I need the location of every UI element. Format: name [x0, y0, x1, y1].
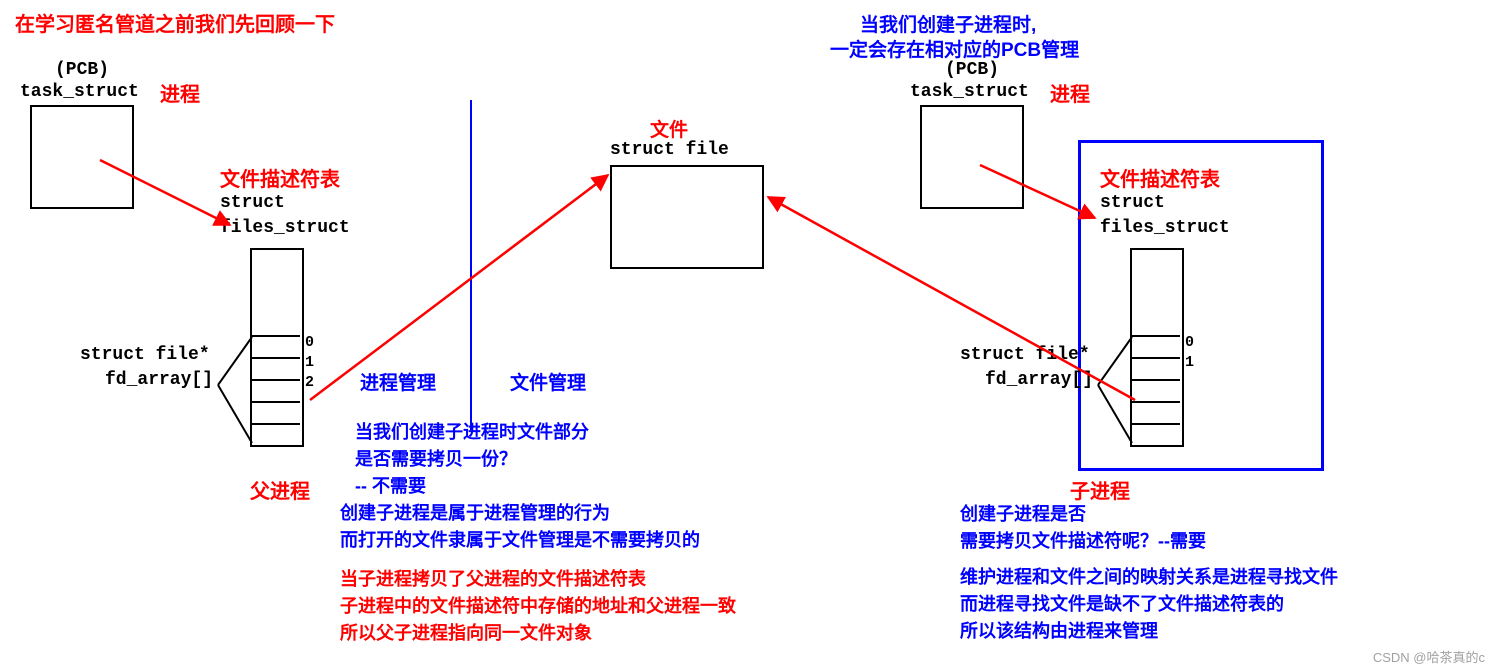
mid-r2: 子进程中的文件描述符中存储的地址和父进程一致 [340, 592, 736, 618]
watermark: CSDN @哈茶真的c [1373, 647, 1485, 666]
right-q5: 所以该结构由进程来管理 [960, 617, 1158, 643]
mid-q3: -- 不需要 [355, 472, 426, 498]
mid-r3: 所以父子进程指向同一文件对象 [340, 619, 592, 645]
right-q2: 需要拷贝文件描述符呢？--需要 [960, 527, 1206, 553]
right-q4: 而进程寻找文件是缺不了文件描述符表的 [960, 590, 1284, 616]
mid-r1: 当子进程拷贝了父进程的文件描述符表 [340, 565, 646, 591]
right-q1: 创建子进程是否 [960, 500, 1086, 526]
right-q3: 维护进程和文件之间的映射关系是进程寻找文件 [960, 563, 1338, 589]
mid-q2: 是否需要拷贝一份？ [355, 445, 517, 471]
mid-q4: 创建子进程是属于进程管理的行为 [340, 499, 610, 525]
mid-q1: 当我们创建子进程时文件部分 [355, 418, 589, 444]
mid-q5: 而打开的文件隶属于文件管理是不需要拷贝的 [340, 526, 700, 552]
right-brace-svg [0, 0, 1495, 500]
